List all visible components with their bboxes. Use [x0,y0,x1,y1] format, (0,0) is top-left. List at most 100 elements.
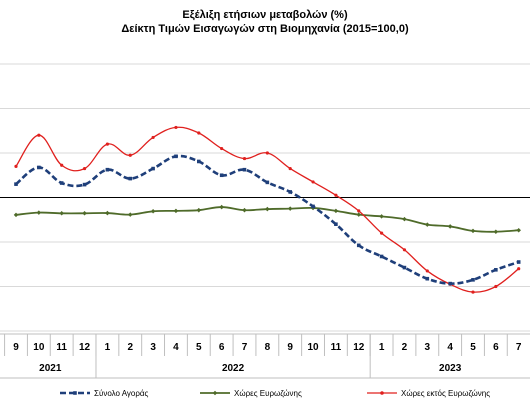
data-point [471,278,475,282]
data-point [379,254,384,259]
data-point [265,151,269,155]
data-point [37,133,41,137]
legend-marker [380,391,384,395]
data-point [196,207,202,213]
x-tick-label: 6 [219,342,225,353]
data-point [174,125,178,130]
data-point [287,206,293,211]
x-tick-label: 2 [402,342,408,353]
x-tick-label: 9 [287,342,293,353]
data-point [105,167,110,172]
data-point [402,248,407,252]
series-non-eurozone [14,125,521,294]
data-point [288,166,292,171]
data-point [105,142,109,146]
x-tick-label: 11 [56,342,67,353]
data-point [357,209,361,213]
data-point [471,290,475,294]
data-point [517,267,521,271]
data-point [127,212,133,217]
data-point [425,269,429,273]
data-point [402,265,407,270]
data-point [402,216,407,222]
legend-marker [73,391,77,395]
x-tick-label: 12 [353,342,365,353]
data-point [59,211,64,216]
data-point [242,167,247,172]
data-point [174,154,178,159]
data-point [36,210,42,215]
data-point [219,173,224,178]
data-point [128,153,132,157]
legend-item-non-eurozone: Χώρες εκτός Ευρωζώνης [367,389,490,398]
data-point [242,156,247,161]
x-tick-label: 10 [307,342,319,353]
data-point [197,131,201,135]
legend-label: Χώρες Ευρωζώνης [234,389,302,398]
data-point [150,209,156,214]
data-point [60,163,64,167]
data-point [82,166,87,171]
year-label: 2021 [39,363,62,374]
data-point [425,276,430,281]
data-point [334,222,338,226]
x-tick-label: 10 [33,342,45,353]
gridlines [0,63,530,332]
legend-label: Σύνολο Αγοράς [94,389,149,398]
x-tick-label: 5 [196,342,202,353]
data-point [379,214,384,219]
data-point [37,165,41,170]
data-point [219,204,224,210]
data-point [220,146,224,151]
x-tick-label: 4 [173,342,179,353]
x-tick-label: 7 [516,342,522,353]
legend-item-total-market: Σύνολο Αγοράς [60,389,149,398]
legend-label: Χώρες εκτός Ευρωζώνης [401,389,490,398]
data-point [448,281,452,286]
x-tick-label: 7 [242,342,248,353]
data-point [173,208,179,214]
data-point [82,182,87,187]
data-point [425,222,430,227]
data-point [128,176,133,181]
data-point [265,206,270,212]
data-point [13,212,19,218]
data-point [493,229,499,235]
year-label: 2023 [439,363,462,374]
year-labels: 2021 2022 2023 [39,363,462,374]
legend-marker [212,390,218,396]
data-point [470,228,476,234]
axes [0,197,530,379]
data-point [494,284,498,289]
data-point [14,164,18,168]
x-tick-label: 5 [470,342,476,353]
series-line-total-market [15,154,520,285]
data-point [265,180,270,185]
x-tick-label: 6 [493,342,499,353]
chart-title: Εξέλιξη ετήσιων μεταβολών (%) [182,9,348,21]
data-point [333,208,339,214]
data-point [151,135,155,140]
series-total-market [14,154,521,286]
x-tick-label: 11 [331,342,342,353]
data-point [242,207,247,213]
data-point [494,268,498,272]
year-label: 2022 [222,363,245,374]
x-tick-label: 9 [13,342,19,353]
data-point [14,182,18,186]
data-point [151,166,155,171]
x-tick-label: 3 [425,342,431,353]
data-point [380,231,384,235]
data-point [311,204,315,209]
x-tick-label: 3 [150,342,156,353]
data-point [447,224,453,229]
data-point [105,210,110,216]
x-tick-label: 1 [379,342,385,353]
x-tick-label: 8 [265,342,271,353]
data-point [516,227,521,233]
x-tick-label: 4 [447,342,453,353]
chart-subtitle: Δείκτη Τιμών Εισαγωγών στη Βιομηχανία (2… [121,23,409,35]
data-point [288,190,292,194]
data-point [516,260,521,264]
